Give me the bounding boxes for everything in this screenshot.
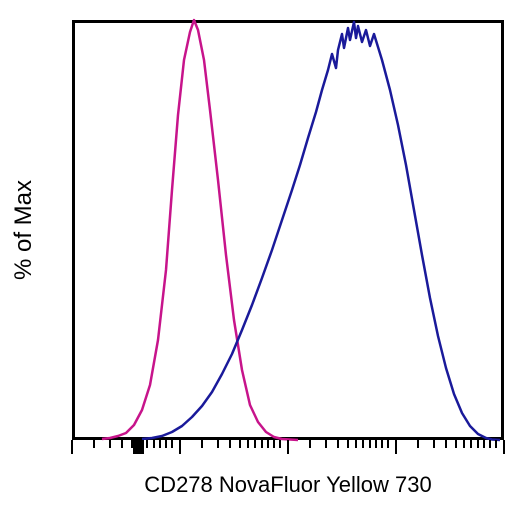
x-tick [463, 440, 465, 448]
x-tick [381, 440, 383, 448]
x-tick [71, 440, 73, 454]
x-tick [254, 440, 256, 448]
x-tick [121, 440, 123, 448]
x-tick [309, 440, 311, 448]
x-tick [239, 440, 241, 448]
x-tick [287, 440, 289, 454]
series-stained [142, 22, 500, 440]
x-tick [503, 440, 505, 454]
x-tick [337, 440, 339, 448]
x-tick [165, 440, 167, 448]
x-tick [93, 440, 95, 448]
x-tick [273, 440, 275, 448]
y-axis-label: % of Max [10, 160, 38, 300]
chart-container: % of Max CD278 NovaFluor Yellow 730 [0, 0, 528, 515]
x-tick [477, 440, 479, 448]
x-tick [159, 440, 161, 448]
x-tick [375, 440, 377, 448]
x-tick [417, 440, 419, 448]
x-tick [179, 440, 181, 454]
x-axis-label: CD278 NovaFluor Yellow 730 [72, 472, 504, 498]
x-tick [171, 440, 173, 448]
x-tick [433, 440, 435, 448]
x-tick [153, 440, 155, 448]
x-tick [483, 440, 485, 448]
x-tick [325, 440, 327, 448]
x-tick [369, 440, 371, 448]
histogram-curves [72, 20, 504, 440]
x-tick [355, 440, 357, 448]
x-tick [109, 440, 111, 448]
x-tick [261, 440, 263, 448]
x-tick [141, 440, 144, 454]
x-tick [267, 440, 269, 448]
x-tick [247, 440, 249, 448]
x-tick [347, 440, 349, 448]
x-tick [362, 440, 364, 448]
x-tick [489, 440, 491, 448]
x-tick [201, 440, 203, 448]
x-tick [217, 440, 219, 448]
x-tick [495, 440, 497, 448]
x-tick [395, 440, 397, 454]
x-tick [470, 440, 472, 448]
x-tick [279, 440, 281, 448]
x-tick [445, 440, 447, 448]
x-tick [229, 440, 231, 448]
series-control [102, 20, 298, 440]
x-tick [455, 440, 457, 448]
x-tick [146, 440, 148, 448]
x-tick [387, 440, 389, 448]
